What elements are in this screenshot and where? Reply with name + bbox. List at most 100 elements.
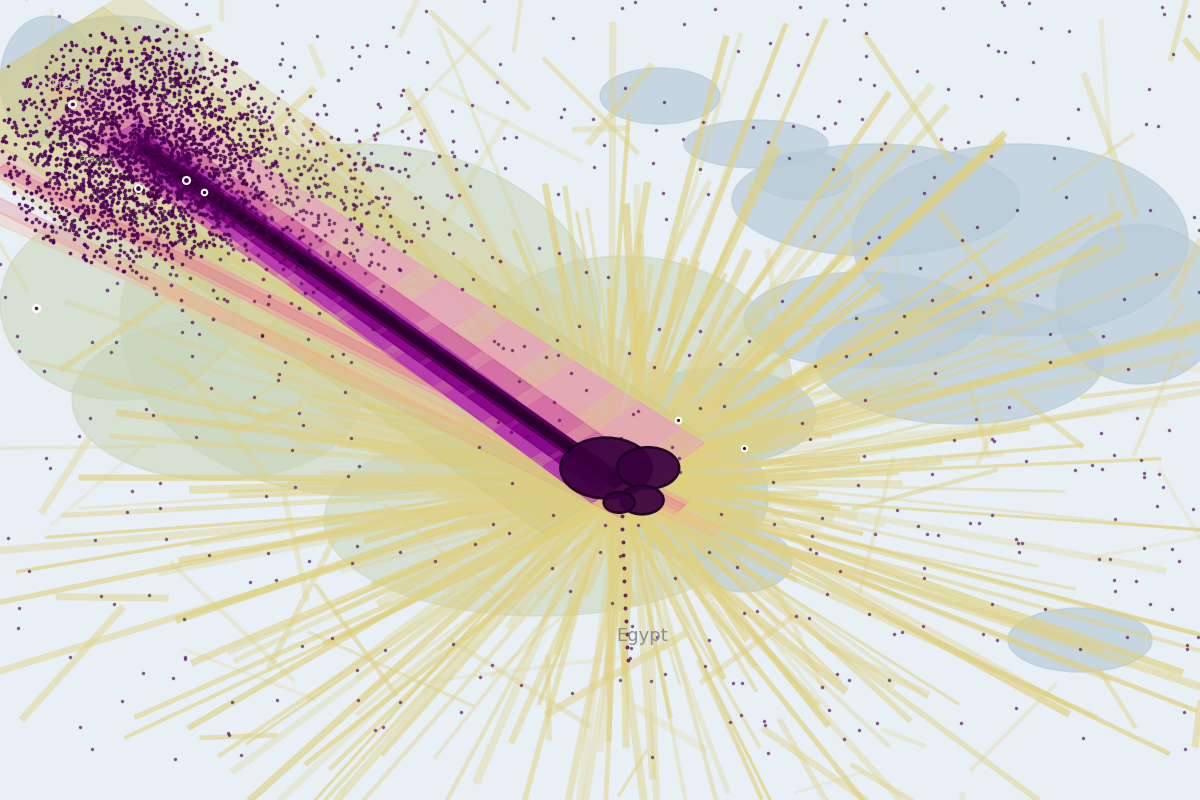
Point xyxy=(122,118,142,131)
Point xyxy=(404,218,424,230)
Point xyxy=(97,157,116,170)
Point xyxy=(155,162,174,175)
Point xyxy=(241,150,260,163)
Point xyxy=(612,2,631,14)
Point xyxy=(144,170,163,183)
Point xyxy=(1115,293,1134,306)
Point xyxy=(214,198,233,210)
Point xyxy=(170,70,190,83)
Point xyxy=(94,195,113,208)
Point xyxy=(212,79,232,92)
Point xyxy=(374,262,394,274)
Point xyxy=(7,169,26,182)
Point xyxy=(191,182,210,194)
Point xyxy=(137,174,156,187)
Point xyxy=(142,118,161,130)
Point xyxy=(143,203,162,216)
Point xyxy=(65,114,84,126)
Point xyxy=(176,105,196,118)
Polygon shape xyxy=(120,133,224,206)
Polygon shape xyxy=(324,274,409,334)
Point xyxy=(299,182,318,195)
Point xyxy=(127,196,146,209)
Point xyxy=(122,135,142,148)
Point xyxy=(5,186,24,198)
Point xyxy=(146,222,166,234)
Point xyxy=(108,195,127,208)
Point xyxy=(173,172,192,185)
Point xyxy=(160,84,179,97)
Point xyxy=(154,239,173,252)
Point xyxy=(192,101,211,114)
Polygon shape xyxy=(164,164,268,237)
Point xyxy=(172,141,191,154)
Point xyxy=(85,186,104,198)
Point xyxy=(143,214,162,227)
Point xyxy=(122,264,142,277)
Point xyxy=(978,279,997,292)
Point xyxy=(84,141,103,154)
Point xyxy=(134,138,154,151)
Point xyxy=(162,178,181,191)
Point xyxy=(216,126,235,138)
Point xyxy=(181,155,200,168)
Point xyxy=(169,190,188,203)
Point xyxy=(107,136,126,149)
Point xyxy=(173,119,192,132)
Point xyxy=(112,136,131,149)
Point xyxy=(145,130,164,143)
Point xyxy=(56,178,76,191)
Point xyxy=(82,221,101,234)
Point xyxy=(130,79,149,92)
Point xyxy=(92,200,112,213)
Polygon shape xyxy=(0,203,722,537)
Point xyxy=(16,95,35,108)
Polygon shape xyxy=(211,196,306,262)
Point xyxy=(46,67,65,80)
Point xyxy=(42,142,61,154)
Point xyxy=(307,138,326,150)
Point xyxy=(655,668,674,681)
Point xyxy=(911,262,930,274)
Point xyxy=(293,224,312,237)
Point xyxy=(205,109,224,122)
Point xyxy=(196,131,215,144)
Point xyxy=(163,208,182,221)
Point xyxy=(710,358,730,370)
Point xyxy=(1140,598,1159,610)
Point xyxy=(232,167,251,180)
Point xyxy=(823,163,842,176)
Point xyxy=(178,147,197,160)
Point xyxy=(164,72,184,85)
Point xyxy=(192,107,211,120)
Polygon shape xyxy=(208,195,312,268)
Point xyxy=(197,182,216,194)
Point xyxy=(104,106,124,118)
Point xyxy=(368,98,388,110)
Point xyxy=(97,114,116,127)
Point xyxy=(1007,702,1026,714)
Point xyxy=(28,135,47,148)
Point xyxy=(217,227,236,240)
Point xyxy=(146,153,166,166)
Point xyxy=(42,94,61,107)
Point xyxy=(175,206,194,218)
Point xyxy=(114,201,133,214)
Point xyxy=(67,148,86,161)
Point xyxy=(1024,56,1043,69)
Point xyxy=(149,145,168,158)
Point xyxy=(244,145,263,158)
Point xyxy=(131,270,150,283)
Point xyxy=(80,76,100,89)
Point xyxy=(812,511,832,524)
Point xyxy=(140,175,160,188)
Point xyxy=(809,110,828,122)
Point xyxy=(979,38,998,51)
Point xyxy=(158,127,178,140)
Point xyxy=(253,209,272,222)
Point xyxy=(258,546,277,559)
Point xyxy=(289,302,308,314)
Point xyxy=(854,450,874,462)
Point xyxy=(137,51,156,64)
Point xyxy=(157,244,176,257)
